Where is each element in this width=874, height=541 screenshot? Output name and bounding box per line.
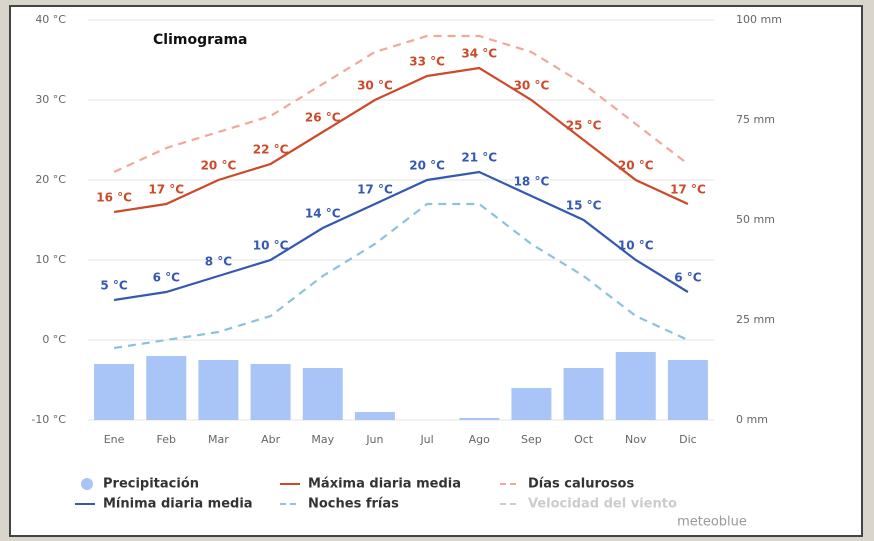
x-tick-label: Oct — [574, 433, 594, 446]
y2-tick-label: 0 mm — [736, 413, 768, 426]
precipitation-bar — [563, 368, 604, 420]
data-label: 33 °C — [409, 55, 445, 69]
data-label: 20 °C — [618, 159, 654, 173]
precipitation-bar — [354, 412, 395, 420]
y-tick-label: 0 °C — [42, 333, 66, 346]
data-label: 17 °C — [670, 183, 706, 197]
data-label: 25 °C — [566, 119, 602, 133]
data-label: 17 °C — [148, 183, 184, 197]
data-label: 6 °C — [153, 271, 181, 285]
y2-tick-label: 100 mm — [736, 13, 782, 26]
data-label: 15 °C — [566, 199, 602, 213]
data-label: 18 °C — [514, 175, 550, 189]
precipitation-bar — [94, 364, 135, 420]
precipitation-bar — [459, 418, 500, 420]
legend-label: Noches frías — [308, 497, 399, 512]
data-label: 5 °C — [100, 279, 128, 293]
x-tick-label: Ene — [104, 433, 125, 446]
x-tick-label: Nov — [625, 433, 647, 446]
y-tick-label: 40 °C — [35, 13, 66, 26]
x-tick-label: Dic — [679, 433, 697, 446]
precipitation-bar — [146, 356, 187, 420]
precipitation-bar — [511, 388, 552, 420]
data-label: 30 °C — [514, 79, 550, 93]
data-label: 17 °C — [357, 183, 393, 197]
y2-tick-label: 25 mm — [736, 313, 775, 326]
data-label: 10 °C — [253, 239, 289, 253]
data-label: 34 °C — [461, 47, 497, 61]
precipitation-bar — [250, 364, 291, 420]
x-tick-label: Abr — [261, 433, 281, 446]
data-label: 10 °C — [618, 239, 654, 253]
data-label: 8 °C — [205, 255, 233, 269]
chart-frame — [9, 5, 863, 537]
x-tick-label: Feb — [157, 433, 176, 446]
legend-label: Velocidad del viento — [528, 497, 677, 512]
data-label: 26 °C — [305, 111, 341, 125]
y2-tick-label: 75 mm — [736, 113, 775, 126]
precipitation-bar — [615, 352, 656, 420]
series-line — [113, 170, 689, 302]
legend-label: Máxima diaria media — [308, 477, 461, 492]
x-tick-label: Jul — [419, 433, 433, 446]
legend-label: Precipitación — [103, 477, 199, 492]
precipitation-bar — [198, 360, 239, 420]
x-tick-label: Ago — [469, 433, 491, 446]
y-tick-label: -10 °C — [31, 413, 66, 426]
precipitation-bar — [302, 368, 343, 420]
data-label: 14 °C — [305, 207, 341, 221]
precipitation-bar — [667, 360, 708, 420]
chart-title: Climograma — [153, 32, 248, 48]
y-tick-label: 30 °C — [35, 93, 66, 106]
legend-label: Mínima diaria media — [103, 497, 253, 512]
y2-tick-label: 50 mm — [736, 213, 775, 226]
data-label: 21 °C — [461, 151, 497, 165]
data-label: 6 °C — [674, 271, 702, 285]
x-tick-label: Mar — [208, 433, 229, 446]
data-label: 22 °C — [253, 143, 289, 157]
x-tick-label: Sep — [521, 433, 542, 446]
series-line — [113, 34, 689, 173]
credit: meteoblue — [677, 515, 747, 530]
legend-swatch — [81, 478, 93, 490]
x-tick-label: Jun — [365, 433, 383, 446]
data-label: 16 °C — [96, 191, 132, 205]
y-tick-label: 20 °C — [35, 173, 66, 186]
series-line — [113, 66, 689, 214]
data-label: 20 °C — [409, 159, 445, 173]
data-label: 20 °C — [201, 159, 237, 173]
legend-label: Días calurosos — [528, 477, 634, 492]
y-tick-label: 10 °C — [35, 253, 66, 266]
data-label: 30 °C — [357, 79, 393, 93]
x-tick-label: May — [311, 433, 334, 446]
